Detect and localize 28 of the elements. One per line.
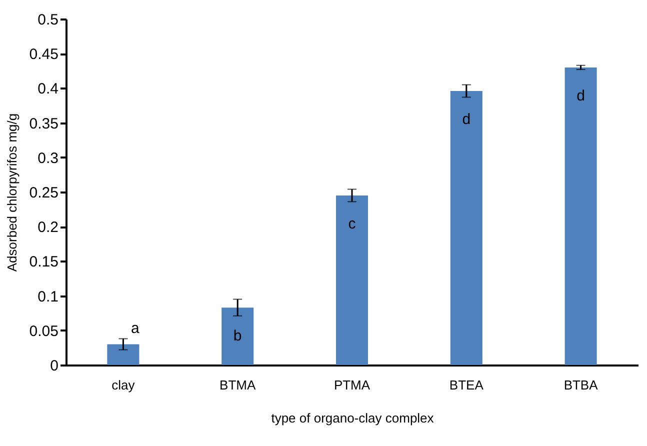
annotation: d — [576, 87, 585, 104]
y-tick-label: 0.1 — [38, 288, 58, 306]
annotation: d — [462, 110, 471, 128]
x-tick-label: BTBA — [564, 378, 598, 392]
y-tick-label: 0.25 — [29, 184, 58, 202]
bar — [336, 195, 368, 365]
y-tick-label: 0.35 — [29, 115, 58, 132]
bar — [222, 308, 254, 365]
y-axis-title: Adsorbed chlorpyrifos mg/g — [4, 113, 20, 272]
y-tick-label: 0.05 — [29, 322, 58, 340]
x-tick-label: BTEA — [449, 378, 484, 392]
x-tick-label: clay — [112, 378, 136, 392]
annotation: c — [348, 215, 356, 232]
x-axis-title: type of organo-clay complex — [271, 410, 434, 426]
y-tick-label: 0 — [50, 358, 58, 374]
y-tick-label: 0.15 — [29, 254, 58, 271]
y-tick-label: 0.4 — [38, 80, 58, 98]
y-tick-label: 0.3 — [38, 150, 58, 167]
x-tick-label: BTMA — [220, 378, 256, 392]
annotation: a — [131, 320, 140, 338]
y-tick-label: 0.45 — [29, 46, 58, 64]
y-tick-label: 0.5 — [38, 12, 58, 28]
y-tick-label: 0.2 — [38, 219, 58, 236]
bar — [107, 344, 140, 365]
bar — [564, 67, 597, 365]
annotation: b — [233, 328, 242, 345]
bar — [450, 90, 482, 365]
x-tick-label: PTMA — [334, 378, 370, 392]
